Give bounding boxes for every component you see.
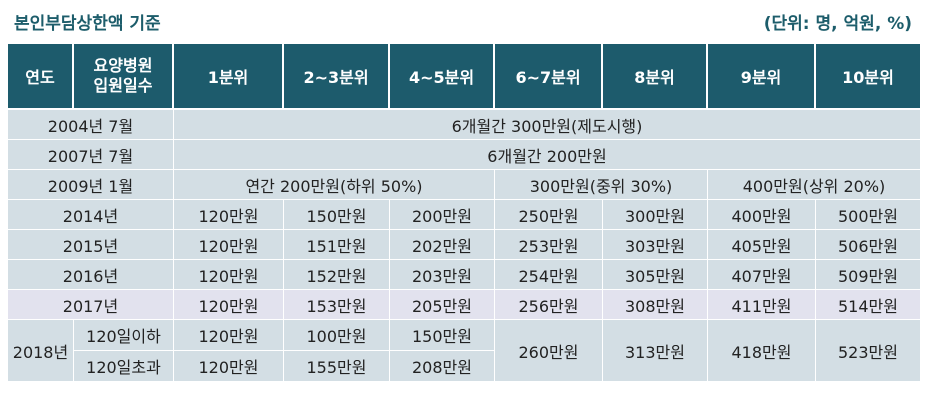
ceiling-cell: 506만원 — [816, 230, 920, 260]
table-row-2018-under-120: 2018년 120일이하 120만원 100만원 150만원 260만원 313… — [8, 320, 920, 382]
ceiling-cell: 120만원 — [174, 200, 284, 230]
ceiling-cell-mid: 300만원(중위 30%) — [495, 170, 708, 200]
ceiling-cell: 411만원 — [708, 290, 816, 320]
ceiling-cell-shared: 523만원 — [816, 320, 920, 382]
ceiling-cell: 153만원 — [284, 290, 390, 320]
ceiling-cell: 120만원 — [174, 320, 284, 351]
copay-ceiling-table: 연도 요양병원 입원일수 1분위 2~3분위 4~5분위 6~7분위 8분위 9… — [8, 44, 920, 382]
table-row-2015: 2015년 120만원 151만원 202만원 253만원 303만원 405만… — [8, 230, 920, 260]
table-row-2017: 2017년 120만원 153만원 205만원 256만원 308만원 411만… — [8, 290, 920, 320]
year-cell: 2016년 — [8, 260, 174, 290]
ceiling-cell: 500만원 — [816, 200, 920, 230]
col-header-q9: 9분위 — [708, 44, 816, 110]
col-header-year: 연도 — [8, 44, 74, 110]
ceiling-cell-low: 연간 200만원(하위 50%) — [174, 170, 495, 200]
ceiling-cell: 155만원 — [284, 351, 390, 382]
ceiling-cell: 202만원 — [390, 230, 495, 260]
year-cell: 2007년 7월 — [8, 140, 174, 170]
hospital-days-cell: 120일초과 — [74, 351, 174, 382]
ceiling-cell: 514만원 — [816, 290, 920, 320]
ceiling-cell: 205만원 — [390, 290, 495, 320]
col-header-q8: 8분위 — [603, 44, 708, 110]
col-header-days: 입원일수 — [93, 76, 153, 95]
col-header-q1: 1분위 — [174, 44, 284, 110]
ceiling-cell: 6개월간 300만원(제도시행) — [174, 110, 920, 140]
ceiling-cell: 150만원 — [284, 200, 390, 230]
header-bar: 본인부담상한액 기준 (단위: 명, 억원, %) — [0, 0, 928, 44]
col-header-q6-7: 6~7분위 — [495, 44, 603, 110]
page-title: 본인부담상한액 기준 — [14, 14, 161, 34]
ceiling-cell: 6개월간 200만원 — [174, 140, 920, 170]
table-row-2018-over-120: 120일초과 120만원 155만원 208만원 — [8, 351, 920, 382]
col-header-q2-3: 2~3분위 — [284, 44, 390, 110]
ceiling-cell: 256만원 — [495, 290, 603, 320]
ceiling-cell: 308만원 — [603, 290, 708, 320]
year-cell: 2009년 1월 — [8, 170, 174, 200]
ceiling-cell: 303만원 — [603, 230, 708, 260]
ceiling-cell: 120만원 — [174, 260, 284, 290]
ceiling-cell: 305만원 — [603, 260, 708, 290]
ceiling-cell: 100만원 — [284, 320, 390, 351]
ceiling-cell: 208만원 — [390, 351, 495, 382]
ceiling-cell-shared: 313만원 — [603, 320, 708, 382]
col-header-q10: 10분위 — [816, 44, 920, 110]
table-row-2016: 2016년 120만원 152만원 203만원 254만원 305만원 407만… — [8, 260, 920, 290]
ceiling-cell: 120만원 — [174, 290, 284, 320]
ceiling-cell: 150만원 — [390, 320, 495, 351]
col-header-q4-5: 4~5분위 — [390, 44, 495, 110]
col-header-hospital: 요양병원 — [93, 56, 153, 75]
ceiling-cell-high: 400만원(상위 20%) — [708, 170, 920, 200]
table-row-2004: 2004년 7월 6개월간 300만원(제도시행) — [8, 110, 920, 140]
ceiling-cell: 400만원 — [708, 200, 816, 230]
table-row-2009: 2009년 1월 연간 200만원(하위 50%) 300만원(중위 30%) … — [8, 170, 920, 200]
header-row: 연도 요양병원 입원일수 1분위 2~3분위 4~5분위 6~7분위 8분위 9… — [8, 44, 920, 110]
ceiling-cell: 405만원 — [708, 230, 816, 260]
year-cell: 2018년 — [8, 320, 74, 382]
ceiling-cell: 200만원 — [390, 200, 495, 230]
year-cell: 2004년 7월 — [8, 110, 174, 140]
table-row-2007: 2007년 7월 6개월간 200만원 — [8, 140, 920, 170]
ceiling-cell: 151만원 — [284, 230, 390, 260]
col-header-hospital-days: 요양병원 입원일수 — [74, 44, 174, 110]
ceiling-cell: 120만원 — [174, 230, 284, 260]
ceiling-cell: 250만원 — [495, 200, 603, 230]
unit-label: (단위: 명, 억원, %) — [763, 14, 912, 34]
ceiling-cell-shared: 260만원 — [495, 320, 603, 382]
ceiling-cell: 407만원 — [708, 260, 816, 290]
year-cell: 2015년 — [8, 230, 174, 260]
ceiling-cell: 120만원 — [174, 351, 284, 382]
hospital-days-cell: 120일이하 — [74, 320, 174, 351]
ceiling-cell: 203만원 — [390, 260, 495, 290]
ceiling-cell: 152만원 — [284, 260, 390, 290]
ceiling-cell: 300만원 — [603, 200, 708, 230]
ceiling-cell-shared: 418만원 — [708, 320, 816, 382]
year-cell: 2017년 — [8, 290, 174, 320]
table-row-2014: 2014년 120만원 150만원 200만원 250만원 300만원 400만… — [8, 200, 920, 230]
ceiling-cell: 253만원 — [495, 230, 603, 260]
ceiling-cell: 509만원 — [816, 260, 920, 290]
ceiling-cell: 254만원 — [495, 260, 603, 290]
year-cell: 2014년 — [8, 200, 174, 230]
